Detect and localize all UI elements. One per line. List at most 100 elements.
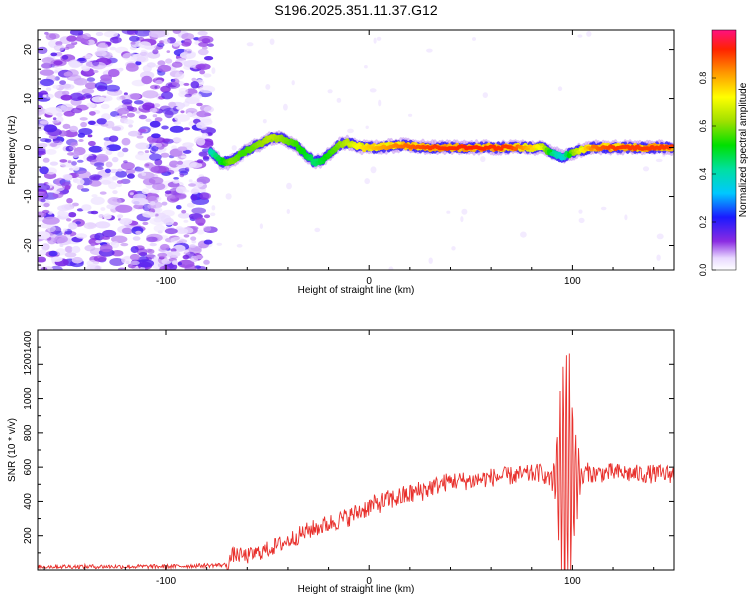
colorbar-tick-label: 0.6	[698, 120, 708, 133]
noise-blob	[49, 161, 59, 166]
noise-blob	[87, 39, 95, 46]
noise-blob	[169, 125, 184, 133]
noise-blob	[104, 168, 111, 174]
noise-blob	[182, 101, 190, 107]
noise-blob	[314, 227, 321, 233]
y-tick-label: 1400	[23, 330, 34, 353]
noise-blob	[121, 99, 133, 105]
noise-blob	[71, 256, 83, 264]
noise-blob	[61, 181, 72, 189]
ridge-segment	[325, 153, 331, 158]
noise-blob	[151, 145, 159, 152]
ridge-segment	[317, 159, 323, 164]
colorbar-label: Normalized spectral amplitude	[738, 82, 749, 217]
noise-blob	[202, 138, 214, 146]
noise-blob	[78, 139, 84, 142]
noise-blob	[286, 182, 292, 190]
colorbar-gradient	[711, 29, 737, 271]
snr-series-line	[38, 353, 674, 570]
noise-blob	[122, 52, 137, 61]
noise-blob	[197, 31, 208, 36]
noise-blob	[134, 167, 145, 172]
noise-blob	[103, 213, 112, 220]
noise-blob	[41, 243, 50, 251]
noise-blob	[388, 266, 394, 270]
noise-blob	[194, 181, 204, 187]
noise-blob	[231, 145, 237, 151]
noise-blob	[129, 192, 134, 196]
noise-blob	[157, 252, 168, 258]
noise-blob	[642, 166, 650, 172]
noise-blob	[38, 107, 47, 115]
noise-blob	[52, 84, 60, 89]
noise-blob	[45, 87, 52, 92]
noise-blob	[61, 55, 69, 60]
noise-blob	[53, 44, 65, 52]
noise-blob	[149, 153, 162, 161]
noise-blob	[183, 234, 190, 238]
noise-blob	[196, 159, 204, 164]
noise-blob	[67, 152, 75, 156]
noise-blob	[88, 120, 96, 126]
noise-blob	[624, 214, 628, 221]
noise-blob	[135, 60, 142, 66]
noise-blob	[139, 266, 146, 270]
noise-blob	[65, 246, 73, 253]
noise-blob	[69, 125, 78, 133]
noise-blob	[117, 214, 124, 219]
noise-blob	[94, 162, 105, 168]
noise-blob	[52, 117, 57, 121]
noise-blob	[114, 115, 122, 119]
noise-blob	[177, 212, 191, 219]
noise-blob	[183, 127, 191, 131]
noise-blob	[81, 204, 92, 211]
y-tick-label: 1000	[23, 387, 34, 410]
noise-blob	[225, 193, 232, 200]
y-tick-label: 200	[23, 527, 34, 544]
noise-blob	[104, 120, 115, 129]
noise-blob	[135, 142, 150, 150]
noise-blob	[105, 84, 120, 92]
noise-blob	[100, 207, 106, 211]
noise-blob	[161, 125, 169, 130]
noise-blob	[162, 38, 171, 44]
noise-blob	[152, 49, 159, 55]
noise-blob	[148, 30, 166, 38]
noise-blob	[170, 248, 177, 253]
noise-blob	[121, 137, 131, 146]
noise-blob	[128, 93, 141, 100]
noise-blob	[102, 229, 117, 238]
noise-blob	[426, 48, 433, 53]
spectrogram-x-axis: -100 0 100	[43, 30, 655, 287]
noise-blob	[135, 152, 152, 161]
noise-blob	[176, 205, 182, 210]
noise-blob	[557, 86, 563, 91]
noise-blob	[172, 78, 180, 85]
noise-blob	[178, 167, 190, 174]
noise-blob	[180, 155, 187, 159]
noise-blob	[39, 249, 47, 256]
noise-blob	[68, 212, 77, 218]
noise-blob	[578, 217, 585, 224]
noise-blob	[65, 233, 71, 238]
noise-blob	[38, 183, 51, 192]
noise-blob	[125, 63, 139, 72]
noise-blob	[100, 146, 110, 151]
noise-blob	[42, 209, 50, 214]
noise-blob	[92, 70, 99, 73]
noise-blob	[123, 119, 134, 125]
noise-blob	[577, 34, 583, 38]
spectrogram-x-label: Height of straight line (km)	[298, 285, 415, 296]
noise-blob	[191, 93, 202, 100]
noise-blob	[149, 189, 160, 194]
noise-blob	[662, 152, 666, 157]
noise-blob	[48, 250, 58, 257]
noise-blob	[428, 257, 433, 264]
noise-blob	[259, 223, 263, 229]
x-tick-label: -100	[156, 276, 176, 287]
noise-blob	[197, 48, 209, 56]
noise-blob	[115, 170, 127, 178]
noise-blob	[90, 176, 97, 180]
